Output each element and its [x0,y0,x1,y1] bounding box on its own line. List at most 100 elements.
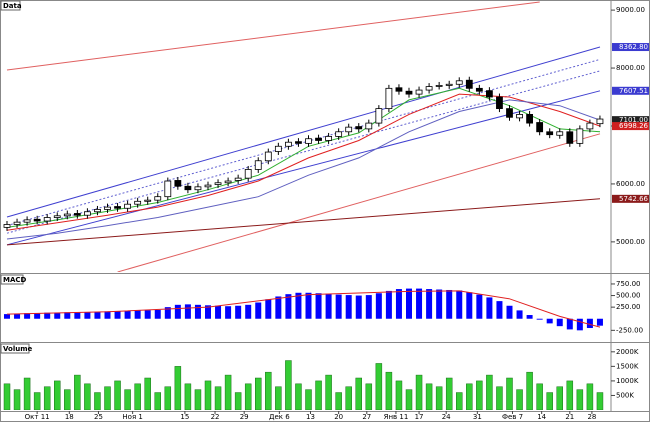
x-tick-label: Фев 7 [502,413,523,421]
candle-body [415,89,423,95]
candle-body [154,196,162,201]
bar [13,389,21,410]
bar [526,371,533,410]
candle-body [144,199,152,202]
candle-body [395,87,403,92]
bar [355,295,362,319]
bar [205,305,211,319]
x-tick-label: 29 [240,413,249,421]
bar [456,290,463,319]
x-tick-label: 14 [537,413,546,421]
bar [244,383,252,410]
x-tick-label: 27 [362,413,371,421]
pane-title: Volume [3,345,33,353]
bar [496,386,503,410]
bar [295,292,302,319]
bar [194,389,202,410]
bar [275,386,282,410]
candle-body [355,126,363,130]
bar [566,318,573,330]
bar [114,311,121,319]
candle-body [224,180,232,184]
bar [325,374,332,410]
y-tick-label: 9000.00 [616,6,645,14]
candle-body [295,141,302,144]
candle-body [13,221,21,225]
candle-body [425,86,433,91]
candle-body [104,206,111,210]
pane [4,288,603,331]
bar [586,383,594,410]
candle-body [516,114,523,119]
candle-body [164,180,172,198]
price-marker-label: 7101.00 [619,116,648,124]
line-series [6,290,601,328]
bar [64,312,71,319]
bar [23,377,31,410]
candle-body [73,213,81,216]
pane-title-box [0,0,21,11]
bar [516,310,523,319]
y-tick-label: 5000.00 [616,238,645,246]
x-tick-label: 20 [334,413,343,421]
bar [576,389,584,410]
bar [184,383,192,410]
candle-body [284,141,292,147]
bar [285,360,292,410]
candle-body [335,131,343,137]
pane [3,360,604,410]
bar [255,377,262,410]
y-tick-label: 500K [616,391,634,399]
bar [44,312,51,319]
bar [144,377,151,410]
x-tick-label: Дек 6 [269,413,290,421]
bar [184,304,191,319]
bar [74,312,81,319]
bar [476,294,483,319]
bar [556,318,563,327]
bar [566,380,574,410]
x-tick-label: 13 [306,413,315,421]
candle-body [63,213,71,217]
bar [426,289,433,319]
bar [174,304,181,319]
line-series [6,46,601,218]
bar [134,383,141,410]
candle-body [315,137,322,141]
bar [235,305,242,319]
y-tick-label: 1000K [616,377,639,385]
candle-body [234,177,242,181]
candle-body [3,224,11,228]
x-tick-label: 28 [587,413,596,421]
candle-body [184,185,192,191]
x-tick-label: 22 [211,413,220,421]
bar [596,318,603,326]
bar [43,386,51,410]
bar [335,294,342,319]
line-series [6,90,601,246]
price-marker-label: 5742.66 [619,195,648,203]
bar [114,380,121,410]
candle-body [114,206,121,209]
candle-body [84,211,91,216]
bar [14,313,21,319]
bar [556,386,563,410]
candle-body [465,79,473,89]
bar [315,293,322,319]
candle-body [526,114,533,124]
bar [406,288,412,319]
candle-body [546,131,554,136]
candle-body [53,215,61,218]
pane-title-box [0,274,24,285]
line-series [117,133,601,272]
bar [204,380,212,410]
plot: 5000.006000.007000.008000.009000.008362.… [3,1,649,421]
bar [164,307,171,319]
bar [486,297,493,319]
x-tick-label: 15 [180,413,189,421]
bar [355,377,362,410]
bar [315,380,322,410]
candle-body [124,203,131,209]
y-tick-label: 6000.00 [616,180,645,188]
